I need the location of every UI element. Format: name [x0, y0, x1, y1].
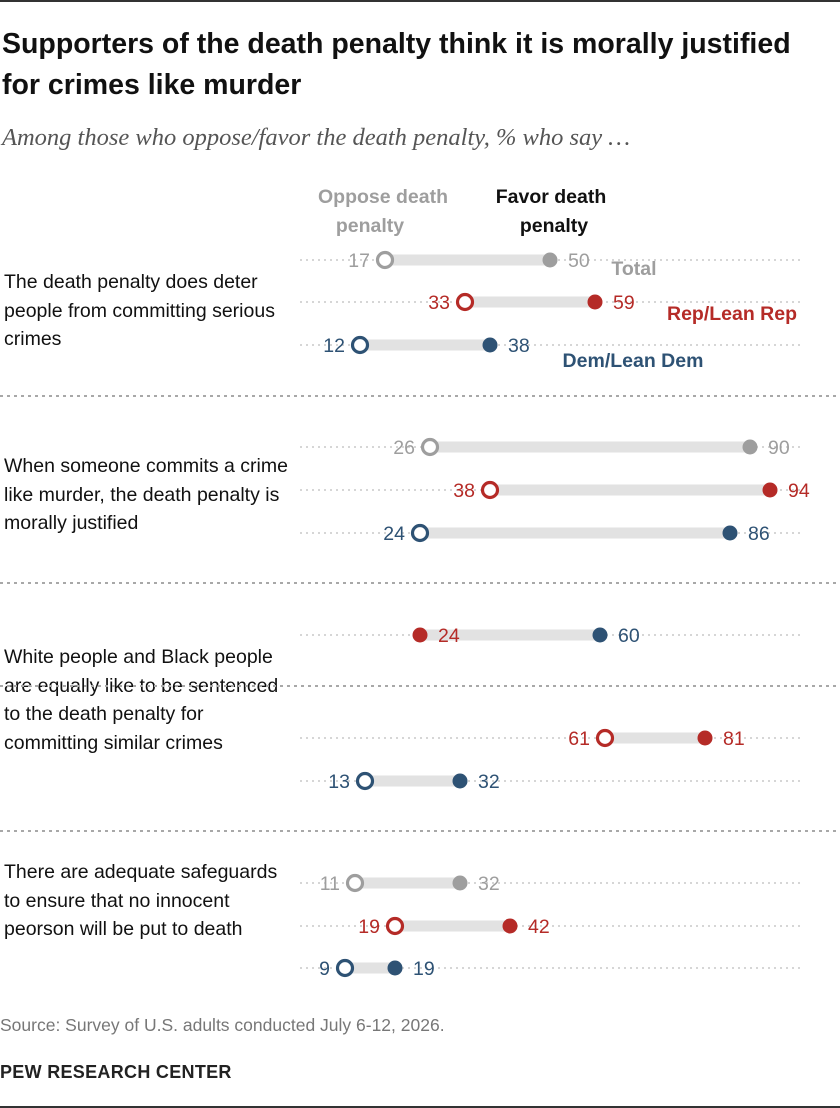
oppose-value-label: 13: [328, 771, 350, 793]
oppose-value-label: 24: [438, 625, 460, 647]
oppose-value-label: 26: [393, 437, 415, 459]
oppose-value-label: 12: [323, 335, 345, 357]
favor-dot: [762, 482, 778, 498]
oppose-dot: [335, 958, 355, 978]
oppose-dot: [350, 335, 370, 355]
oppose-value-label: 61: [568, 728, 590, 750]
oppose-value-label: 17: [348, 250, 370, 272]
oppose-value-label: 24: [383, 523, 405, 545]
favor-dot: [587, 294, 603, 310]
org-name: PEW RESEARCH CENTER: [0, 1062, 232, 1082]
chart-title: Supporters of the death penalty think it…: [2, 28, 791, 101]
question-label-deterrence: The death penalty does deter people from…: [4, 271, 275, 350]
legend-label-dem: Dem/Lean Dem: [563, 350, 704, 372]
bottom-rule: [0, 1106, 840, 1108]
oppose-dot: [480, 480, 500, 500]
oppose-value-label: 9: [319, 958, 330, 980]
favor-dot: [452, 773, 468, 789]
oppose-dot: [375, 250, 395, 270]
oppose-dot: [595, 728, 615, 748]
favor-value-label: 59: [613, 292, 635, 314]
favor-dot: [742, 439, 758, 455]
question-label-safeguards: There are adequate safeguards to ensure …: [4, 861, 278, 940]
favor-value-label: 86: [748, 523, 770, 545]
oppose-dot: [345, 873, 365, 893]
favor-value-label: 90: [768, 437, 790, 459]
top-rule: [0, 0, 840, 2]
favor-value-label: 19: [413, 958, 435, 980]
favor-value-label: 32: [478, 873, 500, 895]
favor-dot: [482, 337, 498, 353]
favor-value-label: 32: [478, 771, 500, 793]
column-header-oppose: Oppose death penalty: [318, 186, 448, 237]
favor-value-label: 81: [723, 728, 745, 750]
favor-dot: [502, 918, 518, 934]
favor-dot: [592, 627, 608, 643]
favor-dot: [542, 252, 558, 268]
favor-dot: [387, 960, 403, 976]
favor-dot: [452, 875, 468, 891]
oppose-dot: [355, 771, 375, 791]
oppose-dot: [410, 523, 430, 543]
favor-value-label: 94: [788, 480, 810, 502]
favor-dot: [697, 730, 713, 746]
legend-label-rep: Rep/Lean Rep: [667, 303, 797, 325]
oppose-value-label: 19: [358, 916, 380, 938]
favor-value-label: 50: [568, 250, 590, 272]
favor-value-label: 60: [618, 625, 640, 647]
question-label-morally-justified: When someone commits a crime like murder…: [4, 455, 288, 534]
oppose-dot: [455, 292, 475, 312]
favor-dot: [722, 525, 738, 541]
legend-label-total: Total: [611, 258, 656, 280]
favor-value-label: 42: [528, 916, 550, 938]
oppose-dot: [385, 916, 405, 936]
favor-value-label: 38: [508, 335, 530, 357]
oppose-value-label: 33: [428, 292, 450, 314]
oppose-dot: [420, 437, 440, 457]
source-note: Source: Survey of U.S. adults conducted …: [0, 1015, 445, 1035]
oppose-value-label: 11: [320, 873, 340, 895]
column-header-favor: Favor death penalty: [496, 186, 607, 237]
oppose-value-label: 38: [453, 480, 475, 502]
chart-subtitle: Among those who oppose/favor the death p…: [2, 124, 631, 151]
oppose-dot: [412, 627, 428, 643]
